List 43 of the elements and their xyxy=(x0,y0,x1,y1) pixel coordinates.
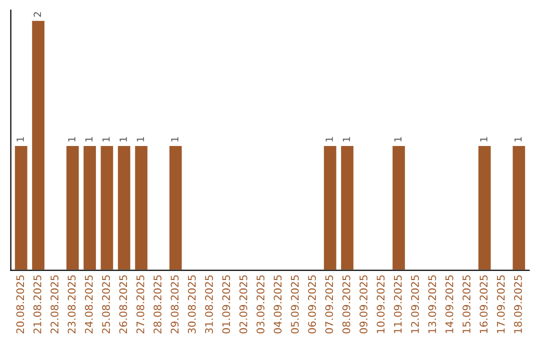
x-tick-label: 08.09.2025 xyxy=(342,275,350,334)
data-label: 2 xyxy=(34,12,41,17)
x-tick-label: 31.08.2025 xyxy=(205,275,213,334)
data-label: 1 xyxy=(102,137,110,142)
x-tick-label: 24.08.2025 xyxy=(84,275,93,334)
x-tick-label: 30.08.2025 xyxy=(188,275,196,334)
x-tick-label: 03.09.2025 xyxy=(256,275,264,334)
x-tick-label: 18.09.2025 xyxy=(514,275,522,333)
x-tick-label: 28.08.2025 xyxy=(154,275,162,334)
x-tick-label: 22.08.2025 xyxy=(50,275,58,334)
x-tick-label: 16.09.2025 xyxy=(480,275,488,333)
data-label: 1 xyxy=(514,137,522,142)
data-label: 1 xyxy=(171,137,178,142)
x-tick-label: 14.09.2025 xyxy=(445,275,454,333)
data-label: 1 xyxy=(136,137,144,142)
x-tick-label: 05.09.2025 xyxy=(290,275,299,334)
x-tick-label: 15.09.2025 xyxy=(462,275,470,333)
x-tick-label: 12.09.2025 xyxy=(411,275,419,333)
x-tick-label: 27.08.2025 xyxy=(136,275,144,334)
x-tick-label: 01.09.2025 xyxy=(222,275,230,334)
x-tick-label: 02.09.2025 xyxy=(239,275,248,334)
x-tick-label: 06.09.2025 xyxy=(308,275,316,334)
x-tick-label: 25.08.2025 xyxy=(102,275,110,334)
x-tick-label: 26.08.2025 xyxy=(119,275,128,334)
x-tick-label: 23.08.2025 xyxy=(68,275,76,334)
data-label: 1 xyxy=(480,137,488,142)
data-label: 1 xyxy=(326,137,333,142)
data-label: 1 xyxy=(394,137,402,142)
x-tick-label: 17.09.2025 xyxy=(496,275,505,333)
data-label: 1 xyxy=(68,137,76,142)
data-label: 1 xyxy=(85,137,92,142)
x-tick-label: 07.09.2025 xyxy=(325,275,334,334)
x-tick-label: 20.08.2025 xyxy=(16,275,24,334)
x-tick-label: 10.09.2025 xyxy=(376,275,385,333)
data-label: 1 xyxy=(342,137,350,142)
x-tick-label: 21.08.2025 xyxy=(33,275,42,334)
x-tick-label: 11.09.2025 xyxy=(394,275,402,333)
x-tick-label: 04.09.2025 xyxy=(274,275,282,334)
x-tick-label: 09.09.2025 xyxy=(360,275,368,334)
data-label: 1 xyxy=(16,137,24,142)
x-tick-label: 13.09.2025 xyxy=(428,275,436,333)
x-tick-label: 29.08.2025 xyxy=(170,275,179,334)
data-label: 1 xyxy=(120,137,127,142)
